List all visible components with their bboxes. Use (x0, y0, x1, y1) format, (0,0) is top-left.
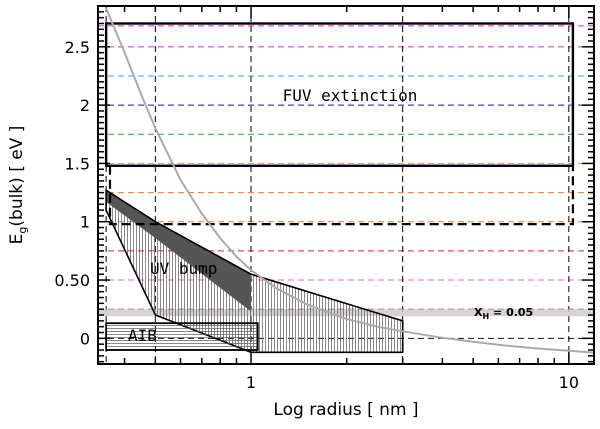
x-axis-label: Log radius [ nm ] (273, 400, 418, 420)
fuv-region (104, 22, 575, 226)
fuv-solid-box (104, 22, 575, 167)
x-tick-label-1: 10 (559, 373, 579, 392)
y-axis-label-sub: g (16, 227, 29, 234)
y-axis-label-rest: (bulk) [ eV ] (7, 126, 27, 227)
x-tick-label-0: 1 (246, 373, 256, 392)
fuv-label: FUV extinction (283, 86, 418, 105)
y-ticks: 0 0.50 1 1.5 2 2.5 (54, 5, 594, 363)
x-ticks: 1 10 (123, 6, 579, 392)
y-tick-label-4: 2 (80, 96, 90, 115)
y-tick-label-1: 0.50 (54, 271, 90, 290)
aib-region (105, 322, 259, 351)
y-tick-label-3: 1.5 (65, 154, 90, 173)
y-tick-label-0: 0 (80, 329, 90, 348)
fuv-dashed-box (108, 165, 574, 226)
y-tick-label-2: 1 (80, 213, 90, 232)
y-axis-label-main: E (7, 234, 27, 245)
reference-band-label: XH = 0.05 (474, 306, 533, 321)
aib-label: AIB (128, 326, 157, 345)
reference-band-label-rest: = 0.05 (489, 306, 533, 319)
reference-band-label-sub: H (482, 312, 489, 321)
y-tick-label-5: 2.5 (65, 38, 90, 57)
uv-bump-label: UV bump (150, 259, 217, 278)
reference-band-label-main: X (474, 306, 483, 319)
aib-hatch (105, 322, 259, 351)
y-axis-label: Eg(bulk) [ eV ] (7, 126, 29, 245)
uv-bump-outline (105, 188, 404, 354)
bandgap-curve (105, 7, 594, 354)
uv-bump-dark-band (106, 190, 251, 312)
